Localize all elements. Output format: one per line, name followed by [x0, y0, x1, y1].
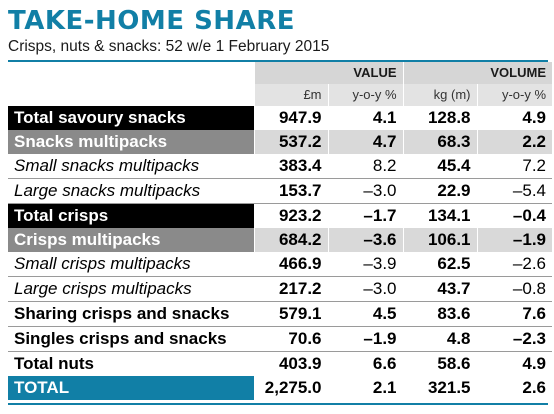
value-yoy-cell: 8.2	[327, 154, 404, 179]
volume-yoy-cell: 7.6	[476, 301, 553, 327]
volume-cell: 68.3	[402, 130, 478, 154]
volume-yoy-cell: –0.4	[476, 203, 553, 228]
row-label: Total nuts	[8, 351, 254, 376]
volume-cell: 106.1	[402, 228, 478, 252]
value-cell: 466.9	[253, 252, 328, 277]
group-header-row: VALUE VOLUME	[8, 62, 553, 84]
value-yoy-cell: 4.7	[327, 130, 404, 154]
value-cell: 537.2	[253, 130, 328, 154]
volume-yoy-cell: –5.4	[476, 178, 553, 204]
value-cell: 217.2	[253, 276, 328, 302]
value-cell: 153.7	[253, 178, 328, 204]
bottom-rule	[8, 403, 548, 405]
volume-cell: 58.6	[402, 351, 478, 376]
volume-change-header: y-o-y %	[476, 84, 553, 106]
table-row: Small snacks multipacks 383.4 8.2 45.4 7…	[8, 154, 553, 179]
row-label: Sharing crisps and snacks	[8, 301, 254, 327]
volume-yoy-cell: 4.9	[476, 106, 553, 130]
value-yoy-cell: –3.6	[327, 228, 404, 252]
row-label: Total savoury snacks	[8, 106, 254, 130]
table-row: Snacks multipacks 537.2 4.7 68.3 2.2	[8, 130, 553, 154]
volume-cell: 45.4	[402, 154, 478, 179]
value-yoy-cell: 4.5	[327, 301, 404, 327]
volume-cell: 4.8	[402, 326, 478, 352]
volume-cell: 134.1	[402, 203, 478, 228]
value-yoy-cell: 2.1	[327, 376, 404, 400]
volume-group-header: VOLUME	[402, 62, 553, 84]
value-cell: 579.1	[253, 301, 328, 327]
value-yoy-cell: –3.0	[327, 178, 404, 204]
table-row: Singles crisps and snacks 70.6 –1.9 4.8 …	[8, 326, 553, 352]
value-yoy-cell: 4.1	[327, 106, 404, 130]
row-label: Large crisps multipacks	[8, 276, 254, 302]
value-cell: 684.2	[253, 228, 328, 252]
subtitle: Crisps, nuts & snacks: 52 w/e 1 February…	[8, 38, 330, 55]
value-cell: 947.9	[253, 106, 328, 130]
value-yoy-cell: –3.0	[327, 276, 404, 302]
volume-yoy-cell: –1.9	[476, 228, 553, 252]
volume-yoy-cell: –2.6	[476, 252, 553, 277]
volume-cell: 83.6	[402, 301, 478, 327]
row-label: Singles crisps and snacks	[8, 326, 254, 352]
row-label: Small snacks multipacks	[8, 154, 254, 179]
value-cell: 923.2	[253, 203, 328, 228]
row-label: Snacks multipacks	[8, 130, 254, 154]
value-yoy-cell: –1.7	[327, 203, 404, 228]
row-label: Crisps multipacks	[8, 228, 254, 252]
value-yoy-cell: –3.9	[327, 252, 404, 277]
volume-cell: 321.5	[402, 376, 478, 400]
volume-cell: 43.7	[402, 276, 478, 302]
data-table: VALUE VOLUME £m y-o-y % kg (m) y-o-y % T…	[8, 62, 553, 400]
column-header-row: £m y-o-y % kg (m) y-o-y %	[8, 84, 553, 106]
volume-yoy-cell: –2.3	[476, 326, 553, 352]
total-row: TOTAL 2,275.0 2.1 321.5 2.6	[8, 376, 553, 400]
value-change-header: y-o-y %	[327, 84, 404, 106]
volume-cell: 62.5	[402, 252, 478, 277]
value-unit-header: £m	[253, 84, 328, 106]
row-label: Total crisps	[8, 203, 254, 228]
table-row: Large snacks multipacks 153.7 –3.0 22.9 …	[8, 178, 553, 204]
table-row: Large crisps multipacks 217.2 –3.0 43.7 …	[8, 276, 553, 302]
table-row: Crisps multipacks 684.2 –3.6 106.1 –1.9	[8, 228, 553, 252]
row-label: Large snacks multipacks	[8, 178, 254, 204]
value-cell: 2,275.0	[253, 376, 328, 400]
table-row: Sharing crisps and snacks 579.1 4.5 83.6…	[8, 301, 553, 327]
value-group-header: VALUE	[253, 62, 404, 84]
volume-cell: 22.9	[402, 178, 478, 204]
volume-yoy-cell: –0.8	[476, 276, 553, 302]
volume-yoy-cell: 4.9	[476, 351, 553, 376]
volume-yoy-cell: 7.2	[476, 154, 553, 179]
value-cell: 70.6	[253, 326, 328, 352]
volume-yoy-cell: 2.6	[476, 376, 553, 400]
top-rule	[8, 60, 548, 62]
value-cell: 403.9	[253, 351, 328, 376]
value-yoy-cell: 6.6	[327, 351, 404, 376]
volume-unit-header: kg (m)	[402, 84, 478, 106]
volume-cell: 128.8	[402, 106, 478, 130]
value-yoy-cell: –1.9	[327, 326, 404, 352]
table-row: Small crisps multipacks 466.9 –3.9 62.5 …	[8, 252, 553, 277]
volume-yoy-cell: 2.2	[476, 130, 553, 154]
page-title: TAKE-HOME SHARE	[8, 6, 295, 36]
row-label: Small crisps multipacks	[8, 252, 254, 277]
table-row: Total nuts 403.9 6.6 58.6 4.9	[8, 351, 553, 376]
value-cell: 383.4	[253, 154, 328, 179]
table-row: Total savoury snacks 947.9 4.1 128.8 4.9	[8, 106, 553, 130]
row-label: TOTAL	[8, 376, 254, 400]
table-row: Total crisps 923.2 –1.7 134.1 –0.4	[8, 203, 553, 228]
